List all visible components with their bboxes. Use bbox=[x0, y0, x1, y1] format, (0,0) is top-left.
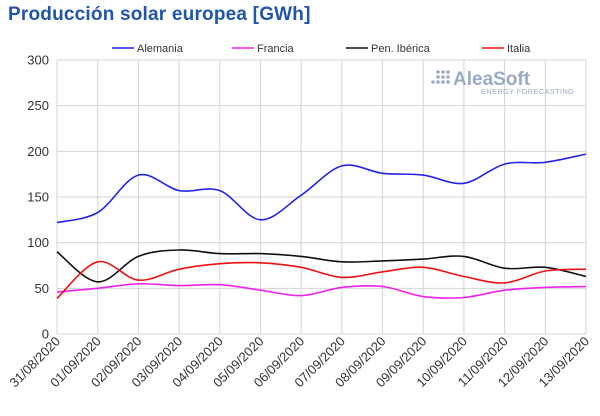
legend-label-italia: Italia bbox=[507, 43, 531, 55]
y-tick-label: 200 bbox=[27, 144, 49, 159]
chart-title: Producción solar europea [GWh] bbox=[8, 4, 311, 25]
x-tick-labels: 31/08/202001/09/202002/09/202003/09/2020… bbox=[6, 334, 592, 391]
aleasoft-logo: AleaSoft ENERGY FORECASTING bbox=[431, 69, 574, 96]
logo-subtext: ENERGY FORECASTING bbox=[481, 87, 574, 96]
series-line-alemania bbox=[56, 153, 587, 224]
y-tick-label: 150 bbox=[27, 190, 49, 205]
y-tick-label: 50 bbox=[35, 281, 49, 296]
series-lines bbox=[56, 153, 587, 299]
series-line-francia bbox=[56, 282, 587, 299]
y-tick-labels: 0 50 100 150 200 250 300 bbox=[27, 53, 49, 342]
y-tick-label: 100 bbox=[27, 235, 49, 250]
series-line-pen-ib-rica bbox=[56, 249, 587, 283]
grid-lines bbox=[56, 59, 587, 335]
logo-dots-icon bbox=[431, 70, 450, 84]
y-tick-label: 250 bbox=[27, 98, 49, 113]
legend-label-pen-ib-rica: Pen. Ibérica bbox=[371, 43, 431, 55]
legend: Alemania Francia Pen. Ibérica Italia bbox=[112, 43, 531, 55]
logo-text: AleaSoft bbox=[453, 69, 531, 90]
legend-label-alemania: Alemania bbox=[137, 43, 184, 55]
y-tick-label: 0 bbox=[42, 327, 49, 342]
y-tick-label: 300 bbox=[27, 53, 49, 68]
series-line-italia bbox=[56, 260, 587, 299]
legend-label-francia: Francia bbox=[257, 43, 295, 55]
